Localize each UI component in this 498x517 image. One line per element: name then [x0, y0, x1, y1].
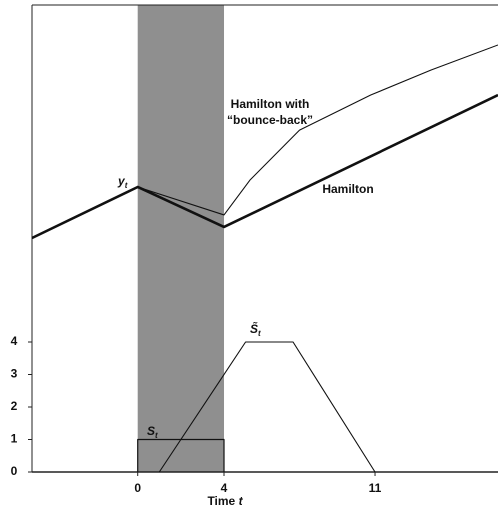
annotation-main: S̃ — [250, 321, 258, 336]
y-tick-label: 4 — [11, 334, 18, 348]
annotation: yt — [117, 174, 128, 190]
y-tick-label: 0 — [11, 464, 18, 478]
series-line — [158, 341, 376, 473]
series-line — [137, 44, 498, 216]
annotation: Hamilton — [322, 182, 373, 196]
annotation-main: S — [147, 424, 155, 438]
y-tick-label: 1 — [11, 432, 18, 446]
x-tick-label: 0 — [134, 481, 141, 495]
annotation-sub: t — [155, 431, 158, 440]
annotation-main: y — [117, 174, 126, 188]
x-label-part: t — [239, 494, 244, 508]
x-tick-label: 4 — [221, 481, 228, 495]
series-line — [31, 93, 498, 240]
x-label-part: Time — [207, 494, 238, 508]
annotation-sub: t — [125, 181, 128, 190]
annotation: St — [147, 424, 158, 440]
annotation: Hamilton with — [231, 97, 310, 111]
y-tick-label: 3 — [11, 367, 18, 381]
x-tick-label: 11 — [369, 481, 382, 495]
shaded-period — [137, 5, 225, 472]
annotation: “bounce-back” — [227, 113, 313, 127]
annotation-sub: t — [258, 329, 261, 338]
x-axis-label: Time t — [207, 494, 243, 508]
y-tick-label: 2 — [11, 399, 18, 413]
annotation: S̃t — [250, 321, 261, 338]
